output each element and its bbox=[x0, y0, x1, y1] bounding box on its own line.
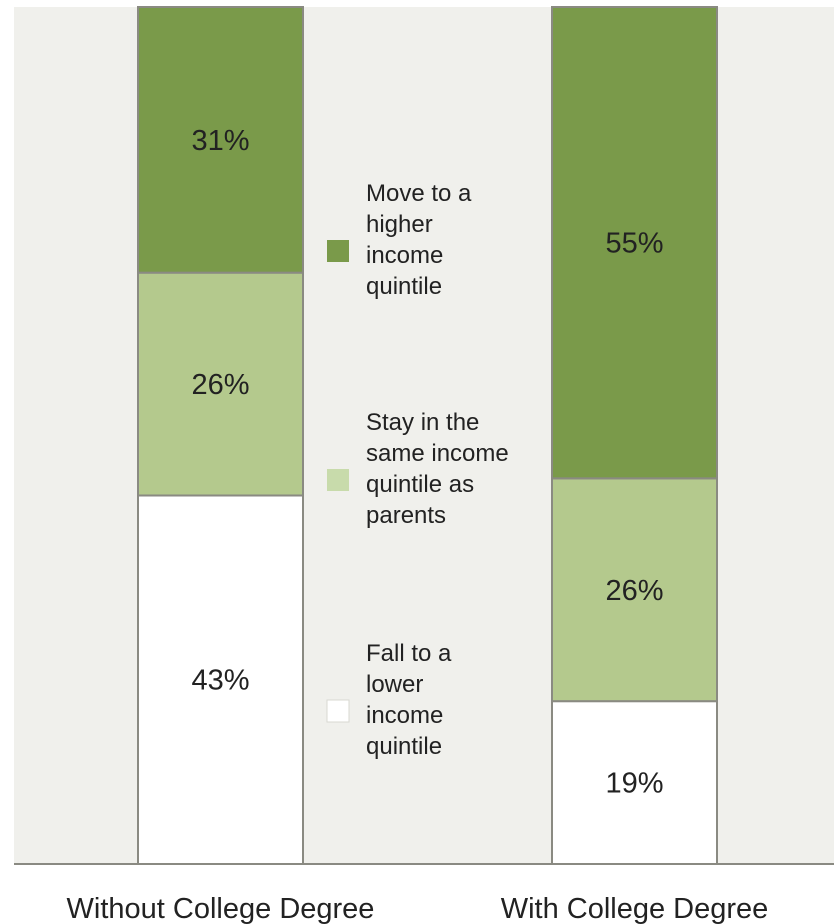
legend-label: income bbox=[366, 242, 443, 269]
data-label: 26% bbox=[605, 575, 663, 607]
data-label: 55% bbox=[605, 228, 663, 260]
legend-label: quintile bbox=[366, 273, 442, 300]
data-label: 26% bbox=[191, 369, 249, 401]
legend-label: Move to a bbox=[366, 180, 472, 207]
legend-label: same income bbox=[366, 440, 509, 467]
legend-item: Fall to a lower income quintile bbox=[326, 640, 452, 760]
legend-swatch bbox=[326, 699, 350, 723]
data-label: 43% bbox=[191, 665, 249, 697]
data-label: 31% bbox=[191, 125, 249, 157]
category-labels: Without College Degree With College Degre… bbox=[67, 893, 769, 924]
legend-label: Fall to a bbox=[366, 640, 452, 667]
data-label: 19% bbox=[605, 768, 663, 800]
legend-swatch bbox=[327, 240, 349, 262]
legend-label: higher bbox=[366, 211, 433, 238]
legend-label: quintile bbox=[366, 733, 442, 760]
legend-item: Move to a higher income quintile bbox=[327, 180, 472, 300]
category-label: With College Degree bbox=[501, 893, 769, 924]
legend: Move to a higher income quintile Stay in the… bbox=[326, 180, 509, 760]
bars: 43% 26% 31% 19% 26% 55% bbox=[137, 6, 718, 865]
bar-segment bbox=[551, 477, 718, 703]
bar-segment bbox=[137, 271, 304, 497]
legend-swatch bbox=[327, 469, 349, 491]
category-label: Without College Degree bbox=[67, 893, 375, 924]
bar-segment bbox=[137, 494, 304, 865]
legend-label: parents bbox=[366, 502, 446, 529]
legend-item: Stay in the same income quintile as parents bbox=[327, 409, 509, 529]
bar-segment bbox=[137, 6, 304, 274]
legend-label: Stay in the bbox=[366, 409, 479, 436]
bar-segment bbox=[551, 6, 718, 480]
legend-label: quintile as bbox=[366, 471, 474, 498]
legend-label: lower bbox=[366, 671, 423, 698]
legend-label: income bbox=[366, 702, 443, 729]
